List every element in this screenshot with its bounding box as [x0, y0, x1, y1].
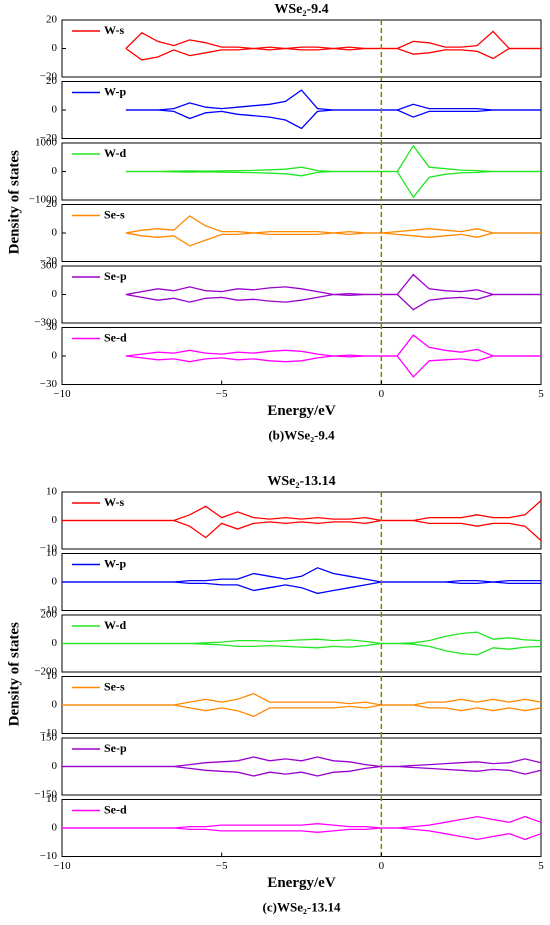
legend-label: Se-p — [104, 269, 127, 283]
panel-frame — [61, 265, 542, 324]
y-tick-label: 10 — [46, 547, 58, 559]
y-tick-label: −10 — [40, 850, 58, 862]
legend-label: W-p — [104, 84, 127, 98]
legend-label: W-s — [104, 23, 125, 37]
y-tick-label: 20 — [46, 198, 58, 210]
legend-label: Se-s — [104, 207, 125, 221]
y-axis-label: Density of states — [6, 622, 22, 726]
dos-line — [62, 827, 542, 841]
legend-label: W-d — [104, 618, 127, 632]
dos-line — [125, 273, 541, 296]
dos-line — [62, 567, 541, 583]
y-tick-label: 0 — [52, 576, 58, 588]
legend-label: Se-s — [104, 679, 125, 693]
y-tick-label: 0 — [52, 288, 58, 300]
y-tick-label: 0 — [52, 104, 58, 116]
y-tick-label: −200 — [34, 666, 57, 678]
y-tick-label: −300 — [34, 317, 57, 329]
y-tick-label: 0 — [52, 165, 58, 177]
x-tick-label: −10 — [53, 388, 71, 400]
y-tick-label: 150 — [41, 732, 58, 744]
x-tick-label: 0 — [379, 388, 385, 400]
y-tick-label: 300 — [41, 260, 58, 272]
y-tick-label: −1000 — [29, 194, 58, 206]
y-tick-label: 0 — [52, 637, 58, 649]
y-tick-label: 0 — [52, 350, 58, 362]
y-tick-label: 10 — [46, 486, 58, 498]
y-tick-label: 1000 — [35, 137, 58, 149]
dos-line — [62, 815, 542, 829]
legend-label: Se-d — [104, 802, 127, 816]
y-axis-label: Density of states — [6, 150, 22, 254]
dos-line — [125, 170, 541, 199]
figure-caption: (c)WSe₂-13.14 — [263, 899, 341, 914]
figure-caption: (b)WSe₂-9.4 — [268, 427, 335, 442]
y-tick-label: 0 — [52, 822, 58, 834]
legend-label: Se-p — [104, 741, 127, 755]
x-axis-label: Energy/eV — [267, 403, 335, 419]
dos-line — [62, 581, 541, 595]
dos-line — [62, 642, 542, 656]
y-tick-label: −10 — [40, 604, 58, 616]
y-tick-label: 200 — [41, 609, 58, 621]
panel-frame — [61, 204, 542, 262]
y-tick-label: −150 — [34, 789, 57, 801]
dos-line — [62, 704, 542, 718]
dos-line — [125, 215, 541, 234]
y-tick-label: 0 — [52, 760, 58, 772]
y-tick-label: −20 — [40, 255, 58, 267]
panel-frame — [61, 327, 542, 385]
dos-line — [125, 355, 541, 378]
x-tick-label: −5 — [216, 388, 228, 400]
dos-line — [125, 144, 541, 173]
y-tick-label: 20 — [46, 14, 58, 26]
dos-line — [62, 756, 542, 768]
legend-label: W-p — [104, 556, 127, 570]
x-tick-label: 5 — [538, 388, 544, 400]
y-tick-label: −20 — [40, 132, 58, 144]
legend-label: W-s — [104, 495, 125, 509]
figure-title: WSe₂-13.14 — [267, 474, 335, 489]
x-tick-label: 0 — [379, 860, 385, 872]
y-tick-label: 10 — [46, 670, 58, 682]
x-tick-label: −5 — [216, 860, 228, 872]
dos-line — [125, 232, 541, 247]
dos-line — [62, 765, 542, 777]
legend-label: W-d — [104, 146, 127, 160]
x-tick-label: −10 — [53, 860, 71, 872]
y-tick-label: 10 — [46, 793, 58, 805]
y-tick-label: −30 — [40, 378, 58, 390]
y-tick-label: −10 — [40, 727, 58, 739]
dos-line — [125, 47, 541, 61]
dos-line — [62, 500, 542, 522]
dos-line — [125, 109, 541, 130]
dos-line — [125, 334, 541, 357]
y-tick-label: 30 — [46, 321, 58, 333]
dos-line — [125, 293, 541, 311]
dos-line — [62, 692, 542, 706]
figure-title: WSe₂-9.4 — [274, 2, 328, 17]
dos-line — [125, 89, 541, 111]
y-tick-label: 0 — [52, 514, 58, 526]
panel-frame — [61, 19, 542, 78]
dos-line — [62, 631, 542, 645]
x-axis-label: Energy/eV — [267, 875, 335, 891]
y-tick-label: 0 — [52, 42, 58, 54]
y-tick-label: 0 — [52, 227, 58, 239]
dos-line — [62, 519, 542, 541]
y-tick-label: 0 — [52, 699, 58, 711]
legend-label: Se-d — [104, 330, 127, 344]
y-tick-label: −10 — [40, 543, 58, 555]
y-tick-label: −20 — [40, 71, 58, 83]
y-tick-label: 20 — [46, 75, 58, 87]
x-tick-label: 5 — [538, 860, 544, 872]
dos-line — [125, 30, 541, 50]
